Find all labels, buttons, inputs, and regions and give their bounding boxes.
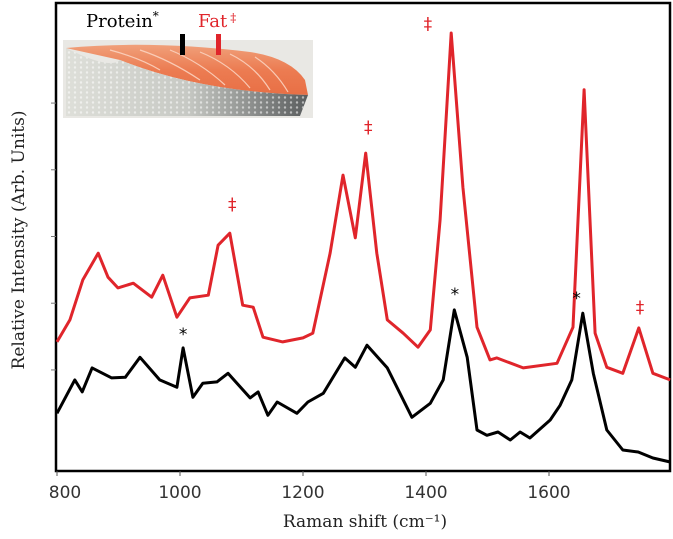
fat-location-marker xyxy=(216,34,221,55)
protein-peak-marker: * xyxy=(572,289,581,309)
protein-peak-marker: * xyxy=(179,325,188,345)
fat-marker-symbol: ‡ xyxy=(230,11,236,25)
salmon-photo xyxy=(63,40,313,118)
fat-peak-marker: ‡ xyxy=(424,15,433,35)
x-tick-label: 1400 xyxy=(404,483,447,503)
protein-label: Protein* xyxy=(86,9,159,32)
protein-location-marker xyxy=(180,34,185,55)
series-line-protein xyxy=(55,308,671,464)
x-tick-label: 1000 xyxy=(158,483,201,503)
x-tick-label: 800 xyxy=(49,483,81,503)
fat-peak-marker: ‡ xyxy=(364,118,373,138)
fat-label-text: Fat xyxy=(198,11,228,32)
salmon-photo-inset: Protein* Fat ‡ xyxy=(63,9,313,118)
fat-peak-marker: ‡ xyxy=(228,195,237,215)
x-axis-title: Raman shift (cm⁻¹) xyxy=(283,512,447,532)
series-line-fat xyxy=(55,31,671,382)
protein-peak-marker: * xyxy=(451,285,460,305)
x-tick-label: 1600 xyxy=(527,483,570,503)
fat-label: Fat ‡ xyxy=(198,11,236,32)
y-axis-title: Relative Intensity (Arb. Units) xyxy=(9,111,29,370)
fat-peak-marker: ‡ xyxy=(636,298,645,318)
protein-label-text: Protein xyxy=(86,11,153,32)
protein-marker-symbol: * xyxy=(153,9,159,23)
x-tick-label: 1200 xyxy=(281,483,324,503)
